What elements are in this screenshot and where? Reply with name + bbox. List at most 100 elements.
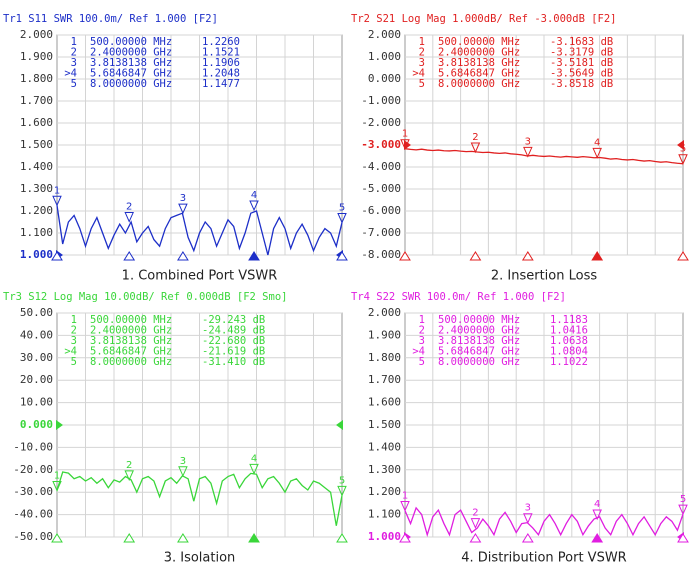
y-tick-label: -20.00 <box>13 463 53 476</box>
marker-value: -3.8518 dB <box>550 78 613 90</box>
marker-frequency: 2.4000000 GHz <box>438 47 520 59</box>
marker-id: 1 <box>71 314 77 326</box>
marker-label: 4 <box>251 453 257 464</box>
stimulus-marker <box>51 251 63 261</box>
y-tick-label: 50.00 <box>20 306 53 319</box>
stimulus-marker <box>177 251 189 261</box>
y-tick-label: 30.00 <box>20 351 53 364</box>
marker <box>178 466 188 478</box>
stimulus-marker <box>469 533 482 543</box>
trace <box>56 205 343 256</box>
y-tick-label: 2.000 <box>368 28 401 41</box>
stimulus-marker <box>591 251 604 261</box>
marker-label: 3 <box>180 193 186 204</box>
marker-label: 5 <box>339 203 345 214</box>
marker-label: 5 <box>339 475 345 486</box>
stimulus-marker <box>521 251 534 261</box>
ref-marker-right <box>336 420 343 430</box>
marker-id: 2 <box>419 47 425 59</box>
y-tick-label: 1.800 <box>20 72 53 85</box>
marker-id: 3 <box>71 57 77 69</box>
marker <box>470 518 481 529</box>
marker-frequency: 500.00000 MHz <box>90 314 172 326</box>
marker-frequency: 5.6846847 GHz <box>438 68 520 80</box>
marker <box>124 212 134 223</box>
y-tick-label: 1.700 <box>368 373 401 386</box>
y-tick-label: 1.700 <box>20 94 53 107</box>
marker-value: -29.243 dB <box>202 314 265 326</box>
marker-label: 3 <box>180 456 186 467</box>
marker <box>337 485 347 497</box>
trace-header: Tr4 S22 SWR 100.0m/ Ref 1.000 [F2] <box>351 291 566 303</box>
marker-label: 5 <box>680 494 686 505</box>
marker-frequency: 3.8138138 GHz <box>90 335 172 347</box>
y-tick-label: 40.00 <box>20 328 53 341</box>
y-tick-label: 1.000 <box>20 248 53 261</box>
marker <box>678 154 688 165</box>
marker <box>124 470 134 482</box>
trace-header: Tr2 S21 Log Mag 1.000dB/ Ref -3.000dB [F… <box>351 13 617 25</box>
marker-id: >4 <box>412 346 425 358</box>
stimulus-marker <box>399 533 411 543</box>
stimulus-marker <box>248 533 260 543</box>
y-tick-label: 1.900 <box>368 328 401 341</box>
marker-label: 5 <box>680 144 686 155</box>
y-tick-label: 1.100 <box>20 226 53 239</box>
y-tick-label: -5.000 <box>361 182 401 195</box>
marker-frequency: 2.4000000 GHz <box>90 47 172 59</box>
y-tick-label: -50.00 <box>13 530 53 543</box>
marker-label: 1 <box>402 129 408 140</box>
marker-value: -3.5649 dB <box>550 68 613 80</box>
marker-value: -21.619 dB <box>202 346 265 358</box>
marker-value: -3.1683 dB <box>550 36 613 48</box>
marker-frequency: 8.0000000 GHz <box>90 78 172 90</box>
marker-frequency: 2.4000000 GHz <box>90 325 172 337</box>
marker-value: 1.1183 <box>550 314 588 326</box>
stimulus-marker <box>336 251 348 261</box>
marker <box>470 142 481 154</box>
marker-label: 1 <box>54 185 60 196</box>
marker-id: 5 <box>419 78 425 90</box>
y-tick-label: -4.000 <box>361 160 401 173</box>
y-tick-label: 1.000 <box>368 530 401 543</box>
trace-header: Tr1 S11 SWR 100.0m/ Ref 1.000 [F2] <box>3 13 218 25</box>
marker-frequency: 3.8138138 GHz <box>90 57 172 69</box>
marker-frequency: 3.8138138 GHz <box>438 335 520 347</box>
y-tick-label: 1.400 <box>20 160 53 173</box>
marker-label: 2 <box>126 460 132 471</box>
marker-id: 2 <box>71 325 77 337</box>
marker-frequency: 500.00000 MHz <box>438 36 520 48</box>
marker-id: 1 <box>419 36 425 48</box>
marker-id: >4 <box>412 68 425 80</box>
marker-value: 1.1906 <box>202 57 240 69</box>
marker-label: 2 <box>472 132 478 143</box>
marker-frequency: 2.4000000 GHz <box>438 325 520 337</box>
marker-id: 3 <box>71 335 77 347</box>
marker-id: 5 <box>71 356 77 368</box>
marker-id: 1 <box>71 36 77 48</box>
stimulus-marker <box>399 251 411 261</box>
y-tick-label: -7.000 <box>361 226 401 239</box>
marker <box>400 501 410 512</box>
stimulus-marker <box>336 533 348 543</box>
marker-id: 2 <box>419 325 425 337</box>
y-tick-label: 1.600 <box>368 396 401 409</box>
marker-value: -31.410 dB <box>202 356 265 368</box>
marker <box>592 509 602 521</box>
marker-id: 5 <box>71 78 77 90</box>
trace-header: Tr3 S12 Log Mag 10.00dB/ Ref 0.000dB [F2… <box>3 291 287 303</box>
stimulus-marker <box>591 533 604 543</box>
marker-id: 5 <box>419 356 425 368</box>
y-tick-label: -10.00 <box>13 440 53 453</box>
stimulus-marker <box>521 533 534 543</box>
marker <box>523 146 533 158</box>
marker-value: 1.0638 <box>550 335 588 347</box>
marker-label: 4 <box>251 190 257 201</box>
marker-label: 1 <box>54 471 60 482</box>
marker-frequency: 8.0000000 GHz <box>438 356 520 368</box>
y-tick-label: 1.800 <box>368 351 401 364</box>
trace <box>404 506 684 538</box>
ref-marker-left <box>56 420 63 430</box>
marker <box>400 139 410 150</box>
